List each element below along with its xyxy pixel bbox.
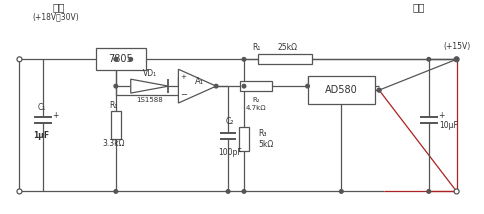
Text: −: − [180,91,186,100]
Bar [96,48,145,70]
Text: 100pF: 100pF [218,148,242,157]
Circle shape [377,88,380,92]
Circle shape [453,189,458,194]
Text: R₁: R₁ [251,43,260,52]
Text: 输入: 输入 [53,3,65,13]
Circle shape [214,84,217,88]
Circle shape [453,57,458,62]
Text: 3.3kΩ: 3.3kΩ [103,139,125,148]
Bar [111,111,121,139]
Text: R₃: R₃ [257,129,266,138]
Circle shape [114,84,118,88]
Circle shape [454,58,457,61]
Polygon shape [131,79,168,93]
Text: C₁: C₁ [37,103,45,112]
Bar [239,127,248,151]
Text: 输出: 输出 [412,3,424,13]
Text: (+18V～30V): (+18V～30V) [33,12,79,21]
Text: +: + [438,111,444,120]
Text: 4.7kΩ: 4.7kΩ [245,105,266,111]
Circle shape [426,58,430,61]
Circle shape [305,84,309,88]
Circle shape [17,57,22,62]
Text: 7805: 7805 [108,54,133,64]
Circle shape [226,190,229,193]
Text: 1S1588: 1S1588 [136,97,163,103]
Text: R₁: R₁ [109,101,118,110]
Circle shape [129,58,132,61]
Bar [257,54,311,64]
Polygon shape [178,69,216,103]
Circle shape [339,190,343,193]
Bar [240,81,271,91]
Text: +: + [52,111,58,120]
Circle shape [17,189,22,194]
Text: 25kΩ: 25kΩ [277,43,297,52]
Circle shape [426,190,430,193]
Circle shape [377,88,380,92]
Circle shape [114,58,118,61]
Text: AD580: AD580 [324,85,357,95]
Text: C₂: C₂ [226,117,234,126]
Text: 1μF: 1μF [33,131,49,140]
Text: A₁: A₁ [194,77,203,86]
Circle shape [242,58,245,61]
Text: (+15V): (+15V) [443,42,470,51]
Circle shape [242,190,245,193]
Bar [307,76,374,104]
Circle shape [114,190,118,193]
Circle shape [242,84,245,88]
Text: 5kΩ: 5kΩ [257,140,272,149]
Text: VD₁: VD₁ [142,69,156,78]
Text: 10μF: 10μF [439,121,457,130]
Text: +: + [180,74,186,80]
Text: R₂: R₂ [252,97,259,103]
